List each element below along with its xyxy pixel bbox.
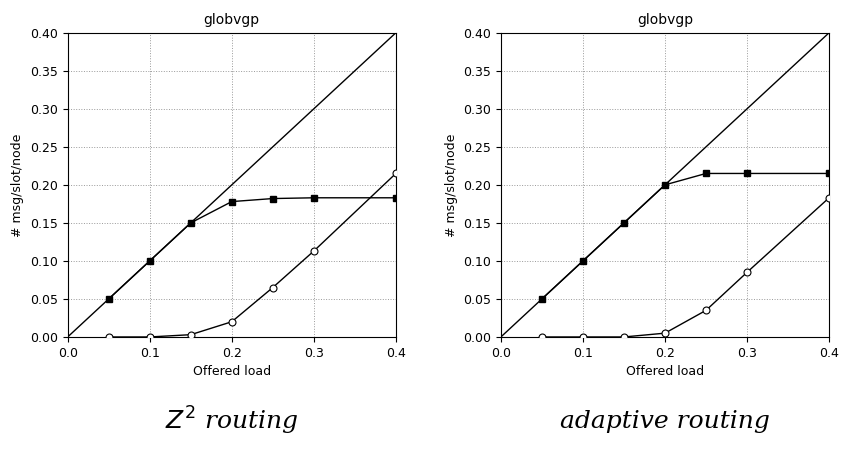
Text: $Z^2$ routing: $Z^2$ routing (165, 405, 299, 437)
Y-axis label: # msg/slot/node: # msg/slot/node (445, 133, 458, 236)
Text: adaptive routing: adaptive routing (560, 410, 770, 433)
Title: globvgp: globvgp (637, 14, 693, 28)
X-axis label: Offered load: Offered load (626, 365, 704, 378)
Y-axis label: # msg/slot/node: # msg/slot/node (11, 133, 25, 236)
X-axis label: Offered load: Offered load (193, 365, 271, 378)
Title: globvgp: globvgp (204, 14, 260, 28)
